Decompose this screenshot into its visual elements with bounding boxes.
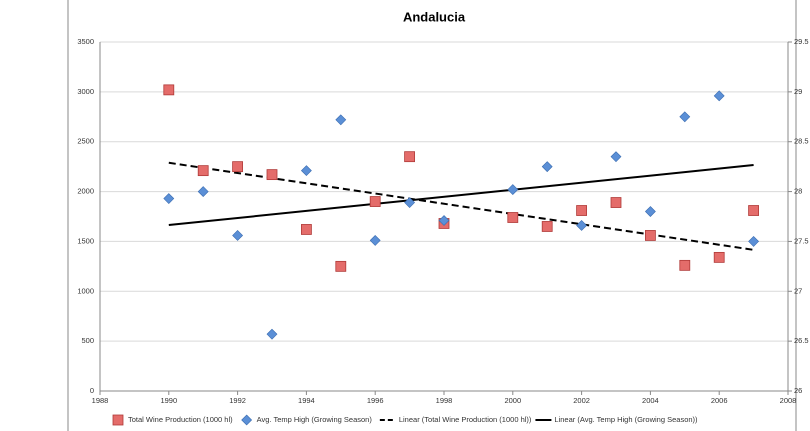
y2-tick-label: 27.5 [794,236,809,245]
marker-square [163,84,175,96]
marker-diamond [679,111,691,123]
x-tick-label: 2004 [642,396,659,405]
marker-diamond [610,151,622,163]
y2-tick-label: 26.5 [794,336,809,345]
y2-tick-label: 28.5 [794,137,809,146]
marker-square [748,205,759,216]
x-tick-label: 1990 [160,396,177,405]
marker-diamond [541,161,553,173]
marker-diamond [713,90,725,102]
marker-square [112,414,124,426]
marker-square [679,259,691,271]
y-tick-label: 1000 [77,286,94,295]
x-tick-label: 1998 [436,396,453,405]
legend-label: Total Wine Production (1000 hl) [128,415,233,424]
marker-diamond [335,114,347,126]
chart-title: Andalucia [403,9,466,24]
x-tick-label: 1996 [367,396,384,405]
y2-tick-label: 26 [794,386,802,395]
y2-tick-label: 29 [794,87,802,96]
y2-tick-label: 29.5 [794,37,809,46]
x-tick-label: 2000 [504,396,521,405]
y-tick-label: 500 [81,336,94,345]
x-tick-label: 1988 [92,396,109,405]
x-tick-label: 2002 [573,396,590,405]
marker-diamond [369,235,381,246]
marker-diamond [644,206,656,217]
marker-diamond [404,197,416,208]
marker-square [507,212,519,223]
x-tick-label: 1992 [229,396,246,405]
marker-square [369,196,381,207]
marker-square [197,165,209,177]
y-tick-label: 3500 [77,37,94,46]
x-tick-label: 2008 [780,396,797,405]
marker-diamond [266,328,278,340]
marker-diamond [438,215,450,226]
y-tick-label: 0 [90,386,94,395]
legend-label: Avg. Temp High (Growing Season) [257,415,373,424]
marker-diamond [241,414,253,426]
marker-diamond [507,184,519,196]
marker-diamond [300,165,312,177]
y2-tick-label: 27 [794,286,802,295]
marker-square [541,221,553,232]
marker-square [335,260,347,272]
marker-square [404,151,416,163]
y-tick-label: 1500 [77,236,94,245]
marker-diamond [576,220,588,231]
y-tick-label: 2500 [77,137,94,146]
marker-square [266,169,278,181]
legend-label: Linear (Total Wine Production (1000 hl)) [399,415,532,424]
x-tick-label: 1994 [298,396,315,405]
marker-diamond [748,236,760,247]
legend-label: Linear (Avg. Temp High (Growing Season)) [554,415,698,424]
marker-diamond [197,186,209,197]
marker-square [576,205,587,216]
x-tick-label: 2006 [711,396,728,405]
marker-diamond [163,193,175,204]
marker-diamond [232,230,244,241]
marker-square [300,224,312,235]
y2-tick-label: 28 [794,187,802,196]
marker-square [610,197,622,208]
trendline [168,164,754,227]
marker-square [232,161,244,173]
marker-square [645,230,656,241]
marker-square [713,251,725,263]
y-tick-label: 2000 [77,187,94,196]
y-tick-label: 3000 [77,87,94,96]
